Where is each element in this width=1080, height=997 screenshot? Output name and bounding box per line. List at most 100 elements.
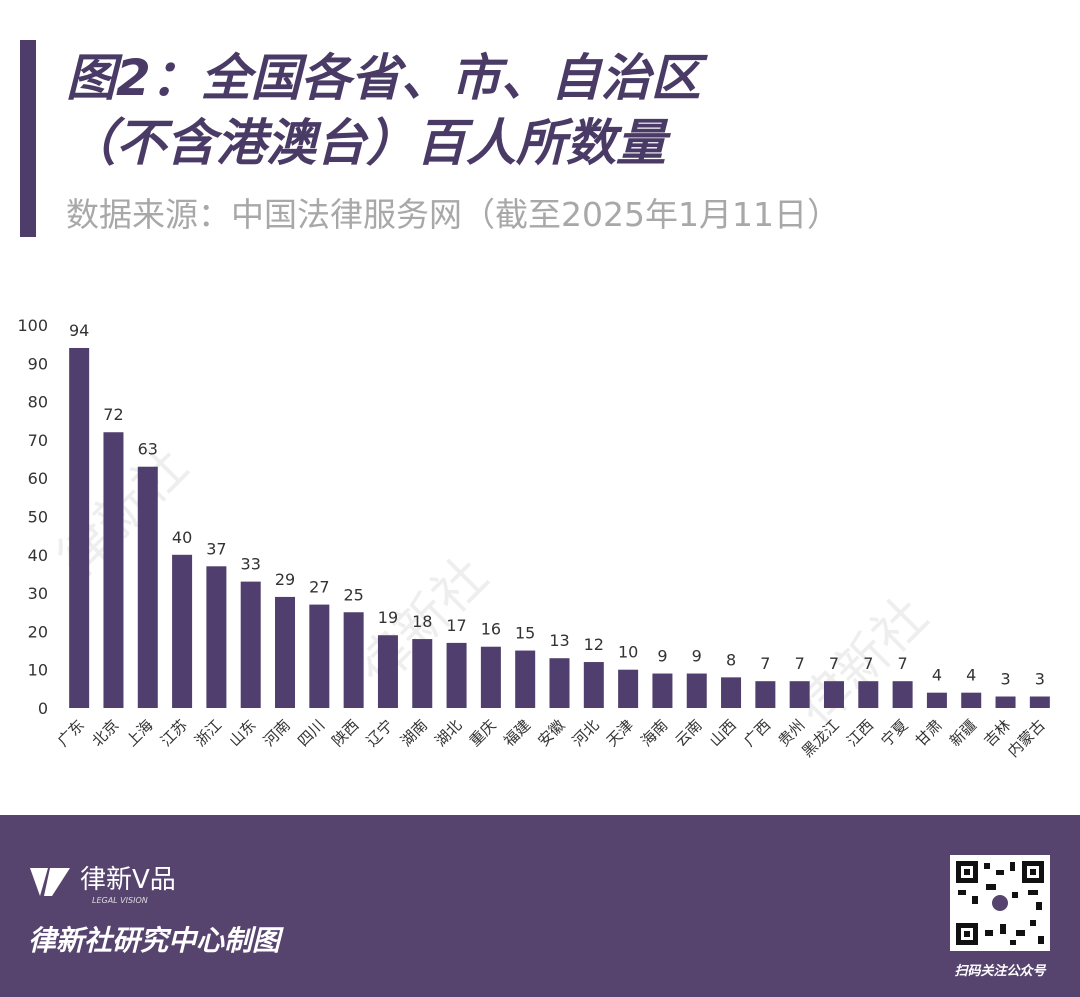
y-tick-label: 90 [28, 354, 48, 373]
bar [926, 692, 947, 708]
y-tick-label: 20 [28, 622, 48, 641]
brand-logo [30, 868, 70, 896]
y-tick-label: 0 [38, 699, 48, 718]
x-tick-label: 天津 [603, 716, 637, 750]
x-tick-label: 广东 [54, 716, 88, 750]
value-label: 15 [515, 624, 535, 643]
x-tick-label: 浙江 [191, 716, 225, 750]
chart-subtitle: 数据来源：中国法律服务网（截至2025年1月11日） [66, 195, 840, 234]
value-label: 7 [898, 654, 908, 673]
y-tick-label: 70 [28, 431, 48, 450]
bar [892, 681, 913, 708]
x-tick-label: 上海 [123, 716, 157, 750]
y-tick-label: 80 [28, 393, 48, 412]
brand-name: 律新V品 [80, 865, 176, 895]
y-tick-label: 100 [17, 316, 48, 335]
value-label: 4 [966, 666, 976, 685]
value-label: 16 [481, 620, 501, 639]
bar [583, 662, 604, 708]
value-label: 9 [657, 647, 667, 666]
bar [755, 681, 776, 708]
x-tick-label: 湖北 [431, 716, 465, 750]
value-label: 3 [1000, 670, 1010, 689]
bar [103, 432, 124, 708]
x-tick-label: 山西 [706, 716, 740, 750]
value-label: 7 [760, 654, 770, 673]
value-label: 94 [69, 321, 89, 340]
value-label: 8 [726, 650, 736, 669]
bar [1029, 696, 1050, 708]
value-label: 7 [863, 654, 873, 673]
x-tick-label: 辽宁 [363, 716, 397, 750]
x-tick-label: 北京 [88, 716, 122, 750]
x-tick-label: 四川 [294, 716, 328, 750]
value-label: 3 [1035, 670, 1045, 689]
bar [446, 642, 467, 708]
x-tick-label: 内蒙古 [1004, 716, 1049, 761]
x-tick-label: 河南 [260, 716, 294, 750]
value-label: 25 [343, 585, 363, 604]
value-label: 40 [172, 528, 192, 547]
bar [309, 604, 330, 708]
bar [789, 681, 810, 708]
bar [377, 635, 398, 708]
bar [240, 581, 261, 708]
y-tick-label: 40 [28, 546, 48, 565]
value-label: 10 [618, 643, 638, 662]
bar [618, 669, 639, 708]
y-tick-label: 10 [28, 661, 48, 680]
value-label: 29 [275, 570, 295, 589]
value-label: 37 [206, 539, 226, 558]
value-label: 17 [446, 616, 466, 635]
y-tick-label: 30 [28, 584, 48, 603]
credit: 律新社研究中心制图 [28, 924, 284, 957]
chart-title: （不含港澳台）百人所数量 [66, 114, 671, 172]
x-tick-label: 甘肃 [912, 716, 946, 750]
bar [721, 677, 742, 708]
bar [480, 646, 501, 708]
bar [172, 554, 193, 708]
bar [515, 650, 536, 708]
bar [549, 658, 570, 708]
bar [823, 681, 844, 708]
value-label: 63 [138, 440, 158, 459]
value-label: 13 [549, 631, 569, 650]
x-tick-label: 山东 [226, 716, 260, 750]
value-label: 7 [795, 654, 805, 673]
value-label: 12 [584, 635, 604, 654]
value-label: 18 [412, 612, 432, 631]
x-tick-label: 陕西 [329, 716, 363, 750]
value-label: 7 [829, 654, 839, 673]
qr-pattern [956, 861, 1044, 945]
x-tick-label: 新疆 [946, 716, 980, 750]
bar [343, 612, 364, 708]
x-tick-label: 江西 [843, 716, 877, 750]
value-label: 72 [103, 405, 123, 424]
x-tick-label: 宁夏 [877, 716, 911, 750]
y-tick-label: 60 [28, 469, 48, 488]
x-tick-label: 广西 [740, 716, 774, 750]
bar [206, 566, 227, 708]
value-label: 9 [692, 647, 702, 666]
bar [275, 596, 296, 708]
x-tick-label: 安徽 [534, 716, 568, 750]
brand-subtitle: LEGAL VISION [92, 896, 148, 905]
bar [137, 466, 158, 708]
value-label: 33 [241, 555, 261, 574]
x-tick-label: 重庆 [466, 716, 500, 750]
x-tick-label: 海南 [637, 716, 671, 750]
qr-caption: 扫码关注公众号 [954, 963, 1046, 979]
bar [686, 673, 707, 708]
y-tick-label: 50 [28, 508, 48, 527]
value-label: 4 [932, 666, 942, 685]
footer-band [0, 815, 1080, 997]
bar [858, 681, 879, 708]
value-label: 19 [378, 608, 398, 627]
chart-title: 图2：全国各省、市、自治区 [66, 49, 709, 107]
value-label: 27 [309, 578, 329, 597]
x-tick-label: 福建 [500, 716, 534, 750]
bar [652, 673, 673, 708]
title-accent [20, 40, 36, 237]
bar [69, 347, 90, 708]
